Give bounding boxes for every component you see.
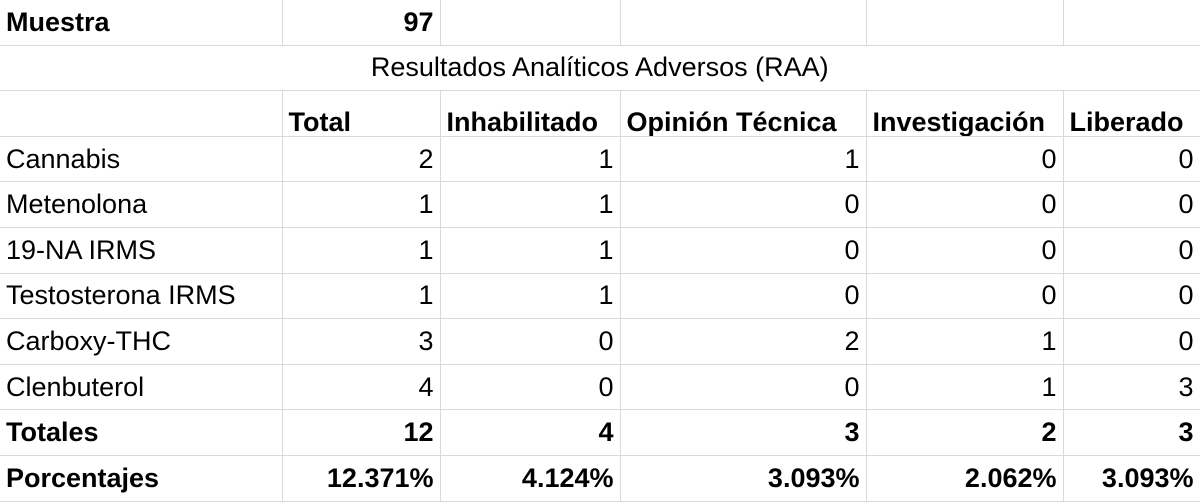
row-label-cell[interactable]: Metenolona — [0, 181, 283, 228]
totals-label-cell[interactable]: Totales — [0, 409, 283, 456]
value-cell[interactable]: 0 — [439, 363, 621, 411]
empty-cell[interactable] — [1062, 0, 1200, 46]
empty-cell[interactable] — [439, 0, 621, 46]
value-cell[interactable]: 1 — [619, 135, 867, 183]
table-row: Clenbuterol 4 0 0 1 3 — [0, 363, 1200, 411]
total-value-cell[interactable]: 2 — [865, 409, 1064, 456]
empty-cell[interactable] — [0, 90, 283, 137]
column-header-inhabilitado[interactable]: Inhabilitado — [439, 90, 621, 137]
value-cell[interactable]: 0 — [619, 363, 867, 411]
value-cell[interactable]: 0 — [865, 272, 1064, 320]
table-row: Cannabis 2 1 1 0 0 — [0, 135, 1200, 183]
column-header-liberado[interactable]: Liberado — [1062, 90, 1200, 137]
total-value-cell[interactable]: 4 — [439, 409, 621, 456]
table-row: 19-NA IRMS 1 1 0 0 0 — [0, 226, 1200, 274]
percentages-row: Porcentajes 12.371% 4.124% 3.093% 2.062%… — [0, 454, 1200, 502]
sample-row: Muestra 97 — [0, 0, 1200, 46]
value-cell[interactable]: 0 — [619, 226, 867, 274]
value-cell[interactable]: 1 — [439, 226, 621, 274]
value-cell[interactable]: 0 — [1062, 135, 1200, 183]
value-cell[interactable]: 2 — [619, 318, 867, 365]
row-label-cell[interactable]: Carboxy-THC — [0, 318, 283, 365]
row-label-cell[interactable]: Cannabis — [0, 135, 283, 183]
value-cell[interactable]: 1 — [281, 272, 441, 320]
percentages-label-cell[interactable]: Porcentajes — [0, 454, 283, 502]
row-label-cell[interactable]: Testosterona IRMS — [0, 272, 283, 320]
value-cell[interactable]: 3 — [281, 318, 441, 365]
table-row: Carboxy-THC 3 0 2 1 0 — [0, 318, 1200, 365]
value-cell[interactable]: 1 — [439, 272, 621, 320]
value-cell[interactable]: 0 — [619, 181, 867, 228]
column-header-total[interactable]: Total — [281, 90, 441, 137]
title-cell[interactable]: Resultados Analíticos Adversos (RAA) — [0, 44, 1200, 92]
empty-cell[interactable] — [865, 0, 1064, 46]
value-cell[interactable]: 1 — [439, 135, 621, 183]
table-row: Testosterona IRMS 1 1 0 0 0 — [0, 272, 1200, 320]
value-cell[interactable]: 0 — [1062, 272, 1200, 320]
row-label-cell[interactable]: 19-NA IRMS — [0, 226, 283, 274]
value-cell[interactable]: 0 — [1062, 318, 1200, 365]
value-cell[interactable]: 0 — [865, 135, 1064, 183]
value-cell[interactable]: 1 — [865, 363, 1064, 411]
value-cell[interactable]: 0 — [439, 318, 621, 365]
column-header-opinion-tecnica[interactable]: Opinión Técnica — [619, 90, 867, 137]
percentage-value-cell[interactable]: 3.093% — [619, 454, 867, 502]
percentage-value-cell[interactable]: 3.093% — [1062, 454, 1200, 502]
totals-row: Totales 12 4 3 2 3 — [0, 409, 1200, 456]
value-cell[interactable]: 2 — [281, 135, 441, 183]
column-header-investigacion[interactable]: Investigación — [865, 90, 1064, 137]
value-cell[interactable]: 1 — [865, 318, 1064, 365]
header-row: Total Inhabilitado Opinión Técnica Inves… — [0, 90, 1200, 137]
sample-label-cell[interactable]: Muestra — [0, 0, 283, 46]
sample-value-cell[interactable]: 97 — [281, 0, 441, 46]
table-row: Metenolona 1 1 0 0 0 — [0, 181, 1200, 228]
value-cell[interactable]: 1 — [439, 181, 621, 228]
percentage-value-cell[interactable]: 4.124% — [439, 454, 621, 502]
value-cell[interactable]: 1 — [281, 226, 441, 274]
value-cell[interactable]: 1 — [281, 181, 441, 228]
value-cell[interactable]: 0 — [865, 181, 1064, 228]
total-value-cell[interactable]: 3 — [619, 409, 867, 456]
value-cell[interactable]: 0 — [865, 226, 1064, 274]
value-cell[interactable]: 4 — [281, 363, 441, 411]
row-label-cell[interactable]: Clenbuterol — [0, 363, 283, 411]
value-cell[interactable]: 0 — [1062, 181, 1200, 228]
value-cell[interactable]: 3 — [1062, 363, 1200, 411]
value-cell[interactable]: 0 — [619, 272, 867, 320]
empty-cell[interactable] — [619, 0, 867, 46]
value-cell[interactable]: 0 — [1062, 226, 1200, 274]
percentage-value-cell[interactable]: 2.062% — [865, 454, 1064, 502]
total-value-cell[interactable]: 12 — [281, 409, 441, 456]
percentage-value-cell[interactable]: 12.371% — [281, 454, 441, 502]
total-value-cell[interactable]: 3 — [1062, 409, 1200, 456]
title-row: Resultados Analíticos Adversos (RAA) — [0, 44, 1200, 92]
